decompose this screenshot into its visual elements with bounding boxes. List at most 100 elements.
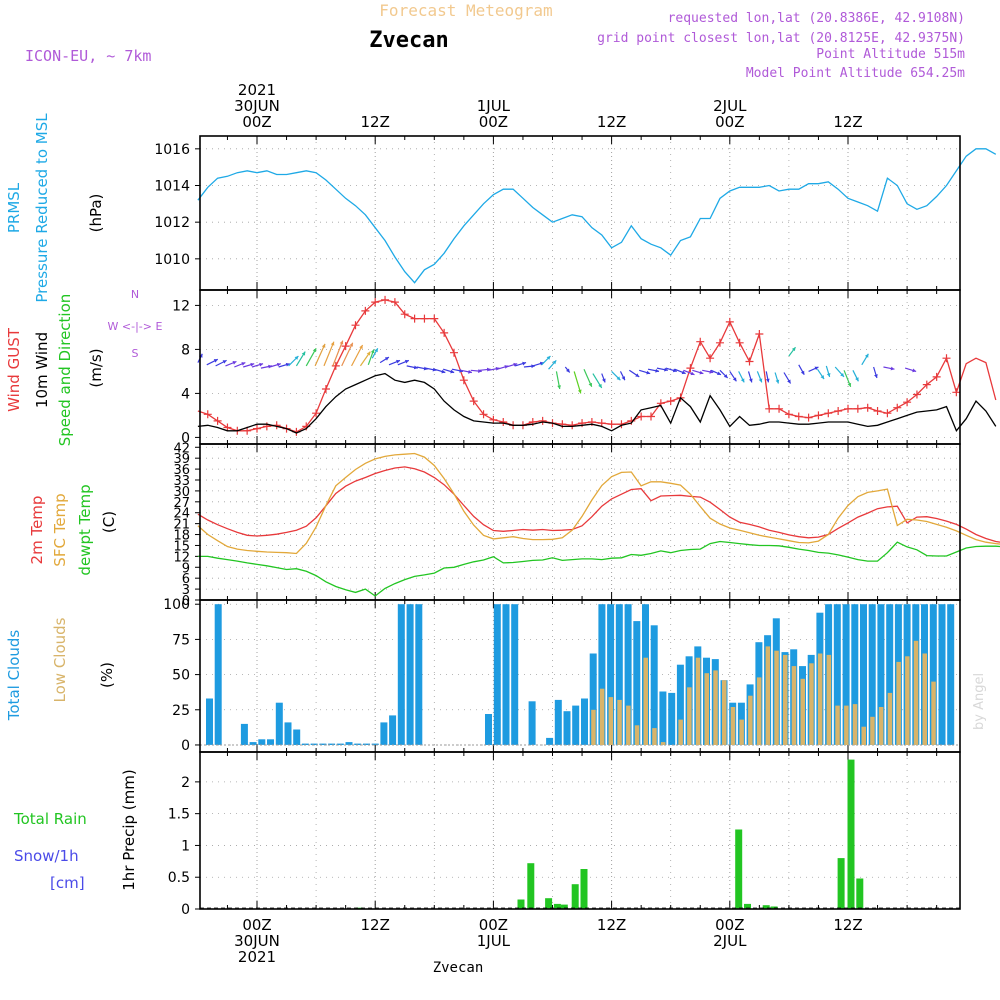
low-cloud-bar [722, 680, 727, 745]
y-tick-label: 15 [173, 539, 190, 554]
wind-arrow-head [732, 377, 737, 382]
total-cloud-bar [659, 691, 667, 745]
gust-marker [420, 314, 429, 323]
low-cloud-bar [678, 719, 683, 745]
low-cloud-bar [826, 654, 832, 745]
total-rain-label: Total Rain [13, 810, 87, 828]
y-tick-label: 24 [173, 507, 190, 522]
time-label-bottom: 30JUN [234, 932, 280, 950]
low-cloud-bar [791, 666, 797, 745]
low-cloud-bar [905, 656, 910, 745]
gust-marker [696, 337, 705, 346]
gust-marker [321, 385, 330, 393]
low-cloud-bar [756, 677, 762, 745]
wind-arrow-head [826, 372, 831, 377]
y-tick-label: 12 [172, 298, 190, 314]
wind-arrow-head [566, 368, 570, 373]
y-tick-label: 1.5 [168, 807, 190, 823]
wind-arrow-head [468, 369, 472, 374]
gust-marker [666, 397, 675, 406]
gust-marker [883, 409, 892, 418]
y-tick-label: 50 [172, 668, 190, 684]
y-tick-label: 0.5 [168, 870, 190, 886]
low-cloud-bar [652, 728, 657, 745]
low-cloud-bar [660, 742, 666, 745]
total-cloud-bar [650, 625, 658, 745]
gust-marker [804, 413, 813, 422]
time-label-bottom: 2JUL [713, 932, 747, 950]
total-cloud-bar [581, 698, 588, 745]
total-cloud-bar [938, 604, 946, 745]
total-cloud-bar [336, 743, 344, 745]
gust-marker [538, 416, 547, 425]
gust-marker [499, 418, 508, 426]
series-line [197, 148, 997, 284]
wind-arrow-head [259, 362, 264, 367]
wind-arrow-head [681, 370, 686, 375]
wind-arrow-head [864, 353, 869, 358]
wind-arrow-head [413, 365, 418, 370]
wind-arrow [332, 340, 344, 367]
total-cloud-bar [511, 604, 519, 745]
panel-frame [199, 751, 961, 910]
low-cloud-bar [835, 705, 840, 745]
footer-location: Zvecan [433, 960, 484, 976]
low-cloud-bar [704, 673, 709, 745]
gust-label: Wind GUST [5, 327, 23, 412]
pressure-desc-label: Pressure Reduced to MSL [33, 113, 51, 303]
total-cloud-bar [493, 604, 501, 745]
panel-frame [199, 135, 961, 291]
gust-marker [922, 380, 931, 389]
wind-arrow-head [384, 357, 389, 361]
low-cloud-bar [695, 657, 701, 745]
gust-marker [745, 357, 754, 366]
wind-arrow-head [294, 356, 299, 360]
wind-arrow-head [478, 369, 482, 373]
wind-arrow-head [339, 340, 344, 345]
gust-marker [400, 310, 409, 319]
wind-arrow-head [522, 361, 527, 366]
temp2m-label: 2m Temp [28, 496, 46, 565]
wind-arrow-head [655, 368, 660, 373]
total-cloud-bar [615, 604, 623, 745]
gust-marker [479, 410, 488, 419]
wind-arrow-head [709, 369, 714, 374]
total-cloud-bar [947, 604, 955, 745]
y-tick-label: 1012 [154, 215, 190, 231]
series-line [197, 299, 997, 433]
wind-arrow [351, 344, 364, 367]
total-cloud-bar [598, 604, 606, 745]
total-cloud-bar [397, 604, 405, 745]
y-tick-label: 1016 [154, 142, 190, 158]
wind-arrow-head [800, 370, 805, 375]
y-tick-label: 2 [181, 775, 190, 791]
total-cloud-bar [371, 743, 379, 745]
rain-bar [580, 869, 588, 909]
y-tick-label: 0 [182, 594, 190, 609]
temp-unit-label: (C) [100, 511, 118, 533]
series-line [197, 466, 1000, 543]
y-tick-label: 6 [182, 572, 190, 587]
snow-unit-label: [cm] [50, 874, 85, 892]
model-label: ICON-EU, ~ 7km [25, 47, 151, 65]
time-label-bottom: 00Z [715, 916, 744, 934]
low-cloud-bar [783, 654, 788, 745]
wind-arrow-head [552, 360, 557, 365]
time-label-top: 12Z [597, 113, 626, 131]
total-cloud-bar [406, 604, 414, 745]
wind-arrow-head [486, 367, 491, 372]
gust-marker [312, 409, 321, 418]
y-tick-label: 18 [173, 529, 190, 544]
wind-arrow-head [312, 348, 317, 353]
wind-arrow-head [598, 383, 602, 388]
wind-arrow-head [912, 368, 917, 373]
panel-frame [199, 443, 961, 601]
low-cloud-bar [861, 726, 866, 745]
gust-marker [568, 421, 577, 430]
snow-label: Snow/1h [14, 847, 79, 865]
gust-marker [341, 342, 350, 351]
sfc-temp-label: SFC Temp [51, 493, 69, 566]
gust-marker [351, 321, 360, 330]
rain-bar [847, 759, 855, 909]
wind-arrow-head [359, 345, 363, 349]
